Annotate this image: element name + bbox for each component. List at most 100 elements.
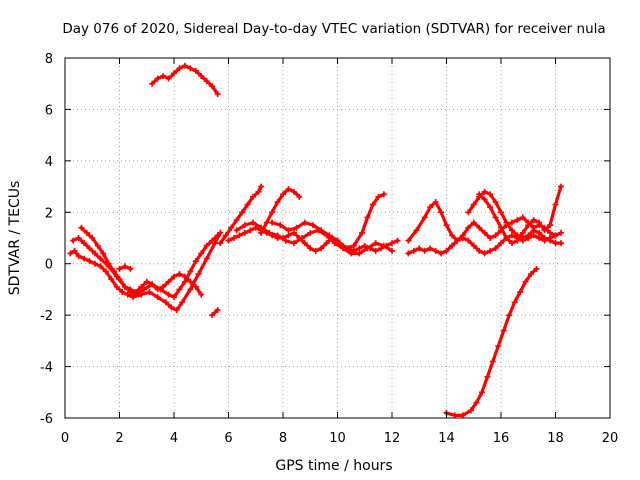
data-point [478, 389, 485, 396]
data-point [100, 250, 107, 257]
x-tick-label: 16 [493, 431, 510, 446]
data-point [318, 227, 325, 234]
data-point [468, 407, 475, 414]
data-point [552, 201, 559, 208]
data-point [266, 229, 273, 236]
data-point [209, 312, 216, 319]
data-point [530, 217, 537, 223]
data-point [552, 240, 559, 247]
data-point [364, 245, 371, 252]
data-point [348, 250, 355, 257]
data-point [222, 232, 229, 239]
data-point [209, 83, 216, 90]
data-point [97, 263, 104, 270]
data-point [198, 291, 205, 298]
data-point [165, 278, 172, 285]
data-point [552, 232, 559, 239]
data-point [299, 235, 306, 241]
data-point [342, 245, 349, 252]
x-tick-label: 6 [224, 431, 232, 446]
data-point [432, 199, 439, 205]
data-point [432, 247, 439, 254]
data-point [108, 276, 115, 283]
data-point [203, 242, 210, 249]
data-point [536, 235, 543, 241]
data-point [470, 242, 477, 249]
data-point [517, 289, 524, 295]
data-point [233, 217, 240, 223]
data-point [75, 235, 82, 241]
data-point [508, 240, 515, 247]
data-point [83, 229, 90, 236]
data-point [476, 224, 483, 231]
data-point [149, 80, 156, 87]
x-tick-label: 8 [279, 431, 287, 446]
data-point [97, 255, 104, 262]
data-point [296, 193, 303, 200]
data-point [506, 312, 513, 319]
y-tick-label: 6 [45, 103, 53, 118]
data-point [146, 289, 153, 295]
x-tick-label: 14 [438, 431, 455, 446]
series-s3 [78, 224, 205, 298]
data-point [149, 281, 156, 288]
data-point [448, 242, 455, 249]
data-point [132, 289, 139, 295]
data-point [500, 327, 507, 334]
data-point [557, 229, 564, 236]
data-point [160, 283, 167, 290]
data-point [557, 183, 564, 190]
data-point [427, 245, 434, 252]
data-point [162, 299, 169, 306]
data-point [187, 286, 194, 293]
data-point [530, 227, 537, 234]
data-point [75, 253, 82, 259]
data-point [389, 247, 395, 254]
data-point [91, 250, 98, 257]
data-point [282, 237, 289, 244]
data-point [160, 73, 167, 79]
data-point [192, 67, 199, 74]
y-tick-label: 4 [45, 155, 53, 170]
data-point [364, 214, 371, 221]
data-point [274, 232, 281, 239]
data-point [372, 247, 379, 254]
data-point [280, 191, 286, 198]
data-point [476, 247, 483, 254]
data-point [285, 186, 292, 193]
data-point [154, 75, 161, 82]
data-point [81, 240, 88, 247]
y-axis-label: SDTVAR / TECUs [7, 181, 23, 296]
data-point [380, 191, 387, 198]
data-point [492, 214, 499, 221]
data-point [473, 399, 480, 406]
data-point [438, 250, 445, 257]
data-point [71, 247, 78, 254]
data-point [217, 240, 224, 247]
data-point [91, 260, 98, 267]
data-point [375, 193, 382, 200]
data-point [228, 224, 235, 231]
data-point [492, 199, 499, 205]
data-point [290, 240, 297, 247]
x-tick-label: 20 [602, 431, 619, 446]
data-point [111, 268, 118, 275]
data-point [498, 224, 504, 231]
data-point [143, 278, 150, 285]
data-point [536, 229, 543, 236]
data-point [176, 271, 183, 277]
data-point [198, 250, 205, 257]
data-point [301, 240, 308, 247]
data-point [192, 283, 199, 290]
data-point [356, 245, 363, 252]
data-point [127, 286, 134, 293]
series-s16 [476, 183, 564, 247]
data-point [241, 229, 248, 236]
series-s4 [116, 263, 134, 272]
data-point [465, 209, 472, 216]
axis-ticks: 0 2 4 6 8 10 12 14 16 18 20 -6 -4 -2 0 2 4 6 8 [40, 52, 618, 446]
data-point [527, 271, 534, 277]
series-s5 [149, 62, 221, 97]
data-point [481, 229, 488, 236]
